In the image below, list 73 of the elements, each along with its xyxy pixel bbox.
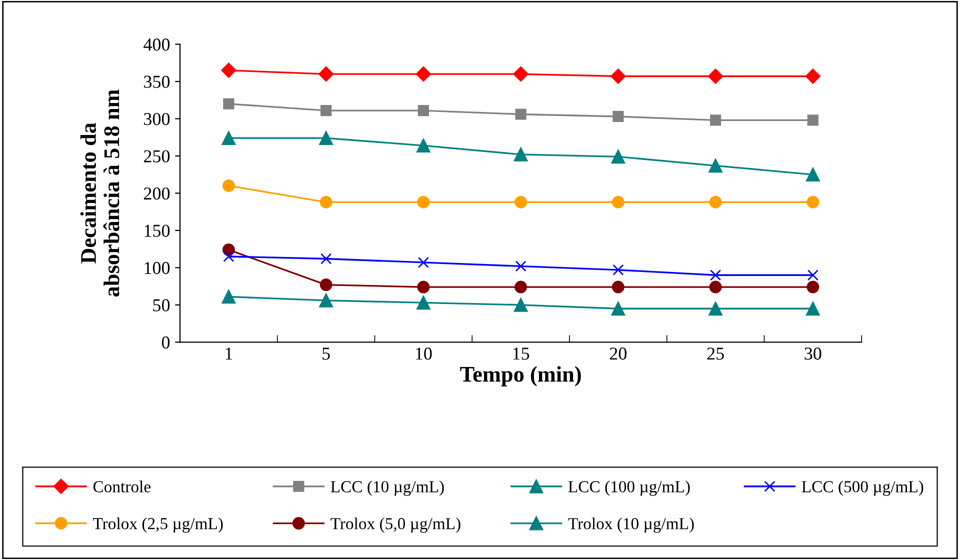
point — [708, 302, 722, 316]
point — [418, 104, 429, 116]
legend-label: Controle — [93, 480, 150, 492]
point — [514, 196, 528, 208]
y-tick-label: 0 — [162, 336, 170, 349]
point — [513, 66, 528, 82]
point — [805, 68, 820, 84]
legend-label: LCC (10 µg/mL) — [330, 480, 444, 496]
point — [416, 138, 430, 152]
point — [416, 66, 431, 82]
legend-label: LCC (100 µg/mL) — [568, 480, 690, 496]
point — [806, 302, 820, 316]
y-tick-label: 150 — [144, 224, 170, 237]
point — [319, 294, 333, 308]
y-tick-label: 100 — [144, 262, 170, 274]
y-tick-label: 400 — [144, 38, 170, 51]
point — [514, 148, 528, 162]
point — [417, 196, 430, 208]
point — [221, 62, 236, 78]
x-tick-label: 10 — [416, 348, 432, 360]
point — [611, 150, 626, 164]
y-tick-label: 350 — [144, 76, 170, 88]
point — [514, 280, 528, 294]
x-tick-label: 5 — [322, 348, 330, 360]
point — [612, 280, 624, 294]
point — [320, 196, 332, 208]
point — [320, 253, 332, 264]
point — [222, 290, 236, 304]
point — [320, 278, 332, 292]
point — [320, 104, 332, 116]
point — [610, 68, 626, 84]
x-tick-label: 1 — [226, 348, 232, 360]
legend-label: Trolox (5,0 µg/mL) — [330, 518, 460, 533]
y-axis-title: Decaimento da absorbância à 518 nm — [80, 90, 120, 297]
legend-label: Trolox (2,5 µg/mL) — [93, 518, 223, 533]
point — [514, 298, 528, 312]
point — [708, 158, 722, 173]
point — [612, 264, 624, 276]
point — [223, 98, 234, 110]
point — [709, 280, 722, 294]
point — [612, 110, 624, 122]
point — [417, 280, 430, 294]
point — [806, 196, 820, 208]
x-tick-label: 30 — [804, 348, 822, 360]
y-tick-label: 200 — [144, 187, 170, 200]
point — [222, 180, 235, 192]
x-tick-label: 20 — [610, 348, 627, 360]
point — [807, 114, 818, 126]
point — [612, 196, 624, 208]
point — [222, 131, 236, 146]
y-tick-label: 250 — [144, 150, 170, 162]
legend-label: Trolox (10 µg/mL) — [568, 518, 694, 533]
point — [515, 260, 526, 272]
point — [710, 270, 722, 281]
point — [807, 270, 818, 281]
point — [806, 280, 820, 294]
x-tick-label: 15 — [513, 348, 530, 360]
point — [710, 114, 722, 126]
point — [611, 302, 626, 316]
y-tick-label: 50 — [153, 299, 170, 312]
x-axis-title: Tempo (min) — [460, 366, 581, 386]
point — [416, 296, 430, 310]
point — [318, 66, 334, 82]
x-tick-label: 25 — [707, 348, 724, 360]
point — [709, 196, 722, 208]
legend-label: LCC (500 µg/mL) — [802, 480, 924, 496]
point — [708, 68, 724, 84]
y-tick-label: 300 — [144, 112, 170, 126]
point — [515, 108, 526, 120]
point — [806, 168, 820, 182]
point — [223, 250, 234, 262]
point — [319, 131, 333, 146]
point — [418, 256, 429, 268]
